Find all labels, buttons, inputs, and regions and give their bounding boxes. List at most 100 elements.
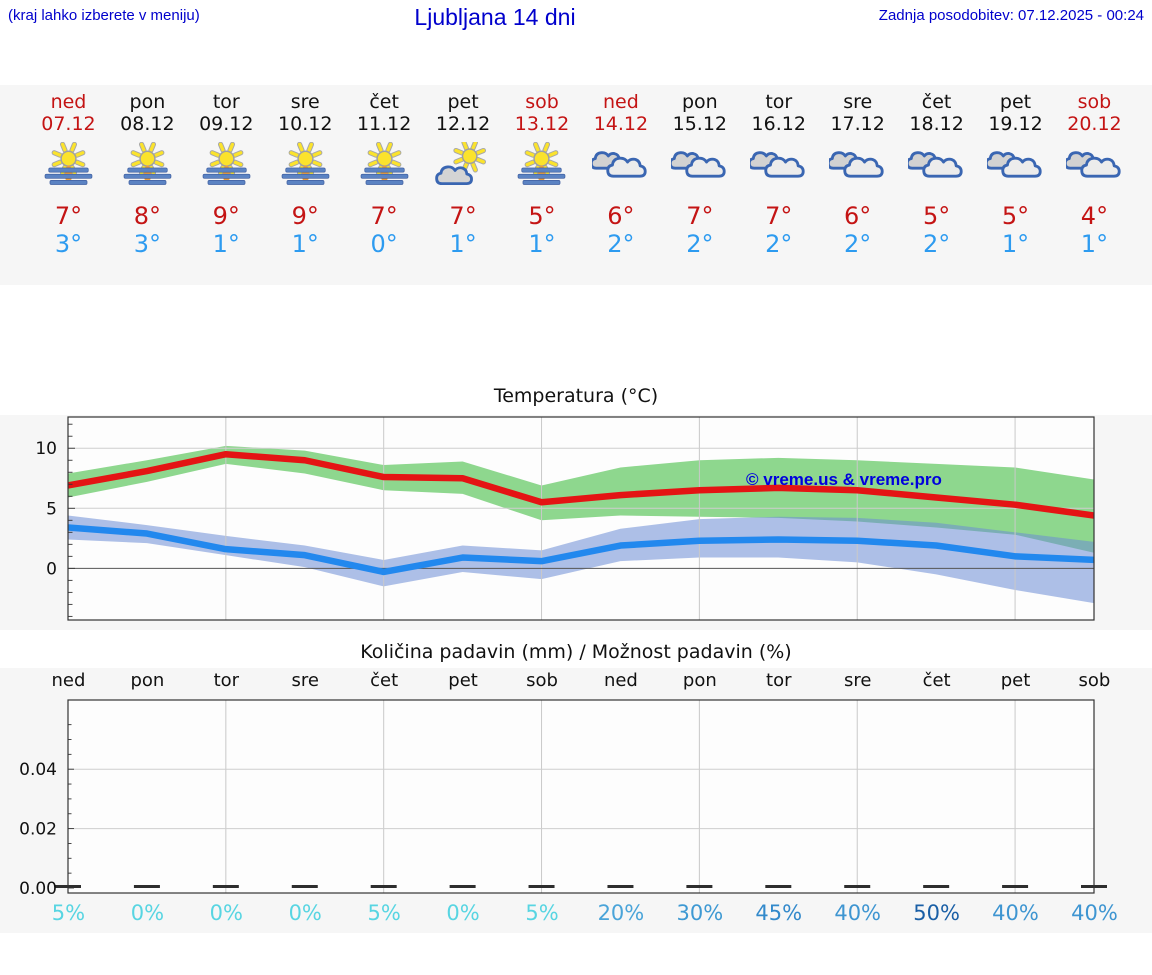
day-name: tor bbox=[765, 91, 793, 113]
day-min-temp: 1° bbox=[212, 230, 240, 258]
day-max-temp: 6° bbox=[607, 202, 635, 230]
day-max-temp: 7° bbox=[449, 202, 477, 230]
precipitation-bar bbox=[291, 885, 318, 888]
day-date: 14.12 bbox=[593, 113, 649, 135]
precipitation-bar bbox=[528, 885, 555, 888]
min-temp-line bbox=[68, 524, 1094, 576]
precipitation-bar bbox=[765, 885, 792, 888]
precip-axis-tick-label: 0.00 bbox=[19, 879, 57, 899]
day-max-temp: 7° bbox=[765, 202, 793, 230]
day-column: tor 09.12 9° 1° bbox=[187, 85, 266, 285]
day-max-temp: 7° bbox=[54, 202, 83, 230]
precip-day-label: sob bbox=[1078, 670, 1111, 691]
day-min-temp: 1° bbox=[528, 230, 556, 258]
day-column: sre 17.12 6° 2° bbox=[818, 85, 897, 285]
precipitation-bar bbox=[370, 885, 397, 888]
precip-day-label: pon bbox=[130, 670, 165, 691]
precip-day-label: sob bbox=[526, 670, 558, 691]
sun-fog-icon bbox=[44, 142, 93, 185]
clouds-icon bbox=[829, 151, 884, 178]
precip-day-label: sre bbox=[843, 670, 872, 691]
precipitation-bar bbox=[923, 885, 950, 888]
watermark-link[interactable]: © vreme.us & vreme.pro bbox=[746, 470, 942, 489]
day-name: pet bbox=[447, 91, 479, 113]
day-name: sob bbox=[1077, 91, 1112, 113]
day-min-temp: 2° bbox=[607, 230, 635, 258]
precip-probability-label: 0% bbox=[446, 901, 480, 925]
day-name: čet bbox=[921, 91, 952, 113]
precip-probability-label: 0% bbox=[130, 901, 165, 925]
precip-probability-label: 0% bbox=[209, 901, 243, 925]
precipitation-bar bbox=[607, 885, 634, 888]
sun-cloud-icon bbox=[434, 142, 486, 186]
day-max-temp: 6° bbox=[844, 202, 872, 230]
day-min-temp: 2° bbox=[765, 230, 793, 258]
precip-probability-label: 5% bbox=[367, 901, 401, 925]
temperature-chart: 10 5 0 bbox=[0, 415, 1152, 630]
precipitation-chart-title: Količina padavin (mm) / Možnost padavin … bbox=[360, 641, 792, 663]
day-column: sob 20.12 4° 1° bbox=[1055, 85, 1134, 285]
day-date: 20.12 bbox=[1067, 113, 1122, 135]
forecast-day-strip: ned 07.12 7° 3° pon 08.12 8° 3° tor 09.12 9° 1° sre 1… bbox=[29, 85, 1134, 285]
day-min-temp: 2° bbox=[844, 230, 872, 258]
day-min-temp: 3° bbox=[133, 230, 162, 258]
day-name: sre bbox=[290, 91, 320, 113]
precip-axis-tick-label: 0.02 bbox=[19, 820, 57, 840]
day-column: pet 12.12 7° 1° bbox=[424, 85, 503, 285]
day-min-temp: 1° bbox=[1001, 230, 1030, 258]
day-max-temp: 5° bbox=[528, 202, 556, 230]
sun-fog-icon bbox=[123, 142, 172, 185]
clouds-icon bbox=[592, 151, 648, 178]
precip-probability-label: 40% bbox=[834, 901, 882, 925]
precipitation-bar bbox=[1002, 885, 1029, 888]
page-title: Ljubljana 14 dni bbox=[414, 4, 576, 30]
day-date: 10.12 bbox=[278, 113, 333, 135]
day-date: 08.12 bbox=[120, 113, 175, 135]
day-min-temp: 1° bbox=[1080, 230, 1109, 258]
day-name: sre bbox=[843, 91, 873, 113]
precip-probability-label: 45% bbox=[755, 901, 803, 925]
day-name: ned bbox=[50, 91, 87, 113]
precip-day-label: pet bbox=[1000, 670, 1031, 691]
temperature-chart-title: Temperatura (°C) bbox=[493, 385, 659, 407]
temp-axis-tick-label: 0 bbox=[46, 559, 57, 579]
precip-probability-label: 50% bbox=[913, 901, 960, 925]
day-max-temp: 7° bbox=[686, 202, 714, 230]
sun-fog-icon bbox=[518, 142, 566, 185]
precip-probability-label: 40% bbox=[992, 901, 1039, 925]
menu-hint-note: (kraj lahko izberete v meniju) bbox=[8, 7, 200, 24]
day-max-temp: 8° bbox=[133, 202, 162, 230]
sun-fog-icon bbox=[360, 142, 408, 185]
day-min-temp: 0° bbox=[370, 230, 398, 258]
precip-probability-label: 40% bbox=[1071, 901, 1118, 925]
clouds-icon bbox=[1065, 151, 1121, 178]
precip-day-label: čet bbox=[370, 670, 399, 691]
forecast-strip-background bbox=[0, 85, 1152, 285]
day-column: tor 16.12 7° 2° bbox=[739, 85, 818, 285]
day-column: ned 14.12 6° 2° bbox=[581, 85, 660, 285]
clouds-icon bbox=[987, 151, 1042, 178]
precipitation-day-labels: ned pon tor sre čet pet sob ned pon tor sre čet pet s… bbox=[29, 670, 1134, 691]
day-column: pon 15.12 7° 2° bbox=[660, 85, 739, 285]
sun-fog-icon bbox=[202, 142, 251, 185]
day-name: tor bbox=[212, 91, 240, 113]
precip-day-label: ned bbox=[51, 670, 86, 691]
precipitation-bar bbox=[686, 885, 713, 888]
day-date: 16.12 bbox=[751, 113, 806, 135]
precip-day-label: ned bbox=[603, 670, 638, 691]
temp-axis-tick-label: 10 bbox=[35, 439, 57, 459]
precip-axis-tick-label: 0.04 bbox=[19, 760, 57, 780]
day-min-temp: 1° bbox=[291, 230, 319, 258]
precip-day-label: čet bbox=[922, 670, 951, 691]
precip-day-label: tor bbox=[766, 670, 792, 691]
day-date: 17.12 bbox=[830, 113, 885, 135]
day-max-temp: 4° bbox=[1080, 202, 1109, 230]
day-min-temp: 3° bbox=[54, 230, 83, 258]
day-max-temp: 9° bbox=[291, 202, 319, 230]
day-date: 11.12 bbox=[356, 113, 412, 135]
precip-probability-label: 5% bbox=[51, 901, 86, 925]
day-column: čet 18.12 5° 2° bbox=[897, 85, 976, 285]
precipitation-bar bbox=[844, 885, 871, 888]
clouds-icon bbox=[908, 151, 963, 178]
day-date: 18.12 bbox=[909, 113, 964, 135]
